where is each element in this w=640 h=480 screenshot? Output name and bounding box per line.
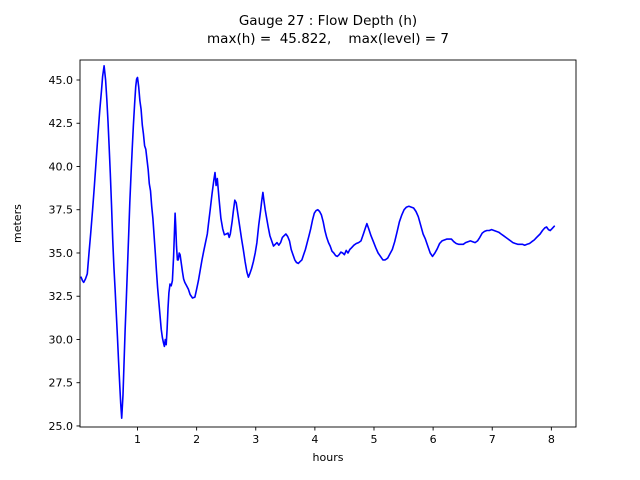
flow-depth-line bbox=[80, 65, 556, 419]
x-axis-label: hours bbox=[312, 451, 344, 464]
y-tick-label: 32.5 bbox=[49, 290, 74, 303]
x-tick-label: 1 bbox=[134, 433, 141, 446]
x-tick-label: 3 bbox=[252, 433, 259, 446]
x-tick-label: 4 bbox=[311, 433, 318, 446]
y-tick-label: 42.5 bbox=[49, 117, 74, 130]
y-tick-label: 35.0 bbox=[49, 247, 74, 260]
y-tick-label: 27.5 bbox=[49, 377, 74, 390]
chart-subtitle: max(h) = 45.822, max(level) = 7 bbox=[207, 31, 449, 47]
axes-frame bbox=[79, 59, 577, 428]
chart-title: Gauge 27 : Flow Depth (h) bbox=[238, 13, 418, 29]
x-tick-label: 2 bbox=[193, 433, 200, 446]
y-tick-label: 45.0 bbox=[49, 74, 74, 87]
y-tick-label: 30.0 bbox=[49, 333, 74, 346]
x-tick-label: 8 bbox=[548, 433, 555, 446]
y-tick-label: 37.5 bbox=[49, 204, 74, 217]
x-tick-label: 5 bbox=[370, 433, 377, 446]
y-tick-label: 40.0 bbox=[49, 160, 74, 173]
y-tick-label: 25.0 bbox=[49, 420, 74, 433]
x-tick-label: 7 bbox=[489, 433, 496, 446]
x-tick-label: 6 bbox=[430, 433, 437, 446]
